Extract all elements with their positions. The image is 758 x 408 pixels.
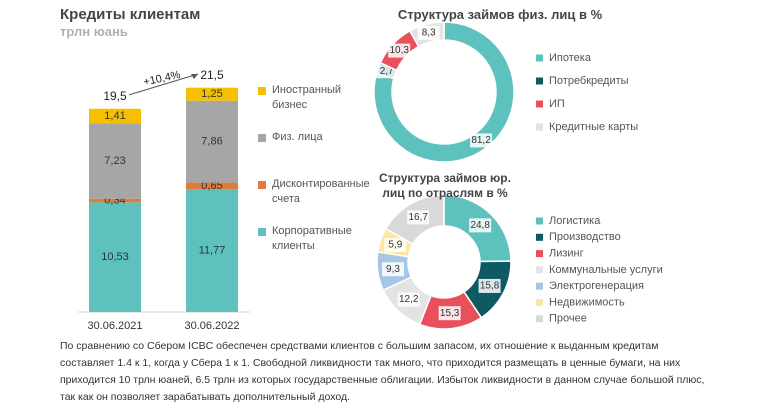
legend-label: Логистика <box>549 215 601 227</box>
data-label: 10,3 <box>389 45 409 56</box>
legend-swatch <box>536 233 543 241</box>
label-box <box>388 43 411 58</box>
legend-label: Потребкредиты <box>549 75 629 87</box>
data-label: 10,53 <box>101 251 129 263</box>
label-box <box>397 292 420 307</box>
label-box <box>469 218 492 233</box>
bar-title: Кредиты клиентам <box>60 6 201 23</box>
legend-swatch <box>536 100 543 108</box>
data-label: 12,2 <box>399 294 419 305</box>
data-label: 5,9 <box>388 240 402 251</box>
arrow-head <box>191 74 198 79</box>
data-label: 7,23 <box>104 155 125 167</box>
label-box <box>382 262 405 277</box>
total-label: 21,5 <box>200 68 224 82</box>
legend-label: Электрогенерация <box>549 280 644 292</box>
bar-segment <box>186 182 238 190</box>
label-box <box>470 133 493 148</box>
x-tick-label: 30.06.2021 <box>87 320 142 332</box>
legend-label: Кредитные карты <box>549 121 638 133</box>
donut-title: Структура займов физ. лиц в % <box>397 7 603 22</box>
legend-swatch <box>536 315 543 323</box>
label-box <box>384 238 407 253</box>
legend-label: Коммунальные услуги <box>549 264 663 276</box>
data-label: 81,2 <box>471 135 491 146</box>
paragraph: По сравнению со Сбером ICBC обеспечен ср… <box>60 340 705 403</box>
legend-swatch <box>536 266 543 274</box>
legend-swatch <box>258 181 266 189</box>
data-label: 11,77 <box>199 245 226 257</box>
legend-swatch <box>536 250 543 258</box>
legend-swatch <box>258 228 266 236</box>
bar-segment <box>186 189 238 312</box>
legend-swatch <box>258 87 266 95</box>
total-label: 19,5 <box>103 89 127 103</box>
data-label: 15,3 <box>440 308 460 319</box>
donut-title: Структура займов юр. лиц по отраслям в % <box>379 171 511 200</box>
legend-label: Ипотека <box>549 52 592 64</box>
label-box <box>407 210 430 225</box>
bar-segment <box>89 198 141 203</box>
data-label: 8,3 <box>422 28 436 39</box>
legend-label: Производство <box>549 231 621 243</box>
legend-swatch <box>536 299 543 306</box>
bar-segment <box>89 108 141 124</box>
legend-label: Лизинг <box>549 248 584 260</box>
bar-segment <box>89 202 141 312</box>
donut-segment <box>373 21 515 163</box>
legend-swatch <box>536 217 543 225</box>
data-label: 2,7 <box>380 66 394 77</box>
bar-segment <box>186 87 238 101</box>
legend-swatch <box>536 77 543 85</box>
label-box <box>417 25 440 40</box>
legend-swatch <box>258 134 266 142</box>
legend-label: Физ. лица <box>272 131 323 143</box>
change-arrow <box>128 73 199 96</box>
legend-swatch <box>536 282 543 290</box>
legend-label: Корпоративные клиенты <box>272 225 352 252</box>
legend-label: Иностранный бизнес <box>272 84 342 111</box>
bar-segment <box>186 100 238 183</box>
data-label: 15,8 <box>480 281 500 292</box>
data-label: 24,8 <box>470 220 490 231</box>
legend-label: Недвижимость <box>549 296 625 308</box>
label-box <box>478 278 501 293</box>
data-label: 9,3 <box>386 264 400 275</box>
legend-swatch <box>536 123 543 131</box>
data-label: 7,86 <box>201 136 222 148</box>
label-box <box>438 306 461 321</box>
bar-segment <box>89 123 141 199</box>
legend-swatch <box>536 54 543 62</box>
legend-label: ИП <box>549 98 565 110</box>
data-label: 1,25 <box>201 88 222 100</box>
bar-subtitle: трлн юань <box>60 24 128 39</box>
x-tick-label: 30.06.2022 <box>184 320 239 332</box>
annotation: +10,4% <box>142 69 182 89</box>
data-label: 16,7 <box>408 212 428 223</box>
data-label: 1,41 <box>104 110 125 122</box>
legend-label: Дисконтированные счета <box>272 178 370 205</box>
data-label: 0,65 <box>201 180 222 192</box>
legend-label: Прочее <box>549 313 587 325</box>
